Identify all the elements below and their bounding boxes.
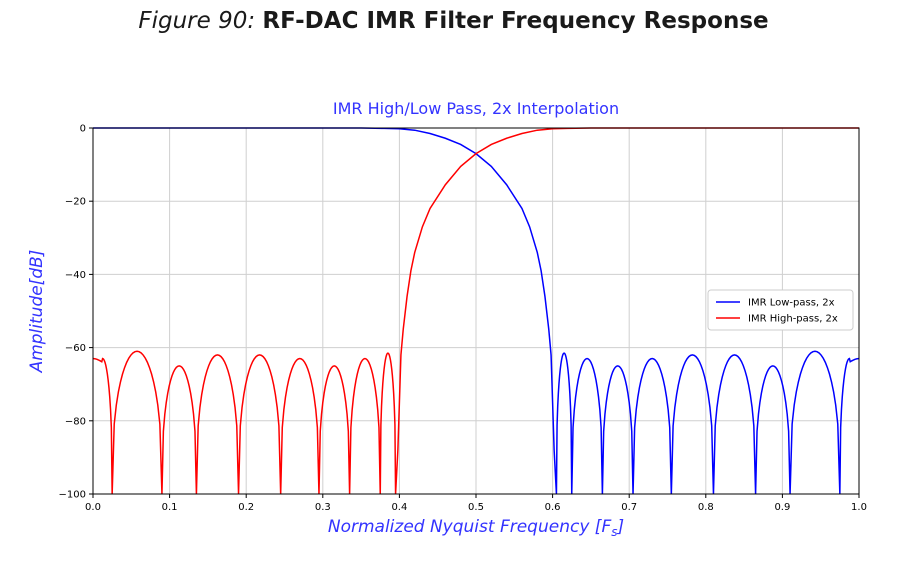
y-tick-label: −80 xyxy=(65,416,86,427)
x-tick-label: 0.7 xyxy=(621,502,637,513)
x-tick-label: 0.0 xyxy=(85,502,101,513)
y-tick-label: −60 xyxy=(65,343,86,354)
figure-label: Figure 90: xyxy=(138,8,256,34)
series-line-high-pass xyxy=(93,127,859,494)
x-tick-label: 0.1 xyxy=(162,502,178,513)
chart-title: IMR High/Low Pass, 2x Interpolation xyxy=(333,99,619,118)
legend-label: IMR Low-pass, 2x xyxy=(748,298,835,309)
series-line-low-pass xyxy=(93,127,859,494)
legend-label: IMR High-pass, 2x xyxy=(748,314,838,325)
x-axis-label: Normalized Nyquist Frequency [Fs] xyxy=(328,517,624,539)
figure-caption: Figure 90: RF-DAC IMR Filter Frequency R… xyxy=(0,8,907,34)
figure-title: RF-DAC IMR Filter Frequency Response xyxy=(262,8,769,34)
x-tick-label: 0.3 xyxy=(315,502,331,513)
x-tick-label: 0.8 xyxy=(698,502,714,513)
x-tick-label: 0.4 xyxy=(391,502,407,513)
y-tick-label: −100 xyxy=(59,490,86,501)
legend-box xyxy=(707,289,854,331)
x-tick-label: 0.6 xyxy=(545,502,561,513)
x-tick-label: 0.9 xyxy=(774,502,790,513)
y-tick-label: −20 xyxy=(65,197,86,208)
y-tick-label: 0 xyxy=(80,124,86,135)
x-tick-label: 1.0 xyxy=(851,502,867,513)
y-axis-label: Amplitude[dB] xyxy=(27,250,47,374)
x-tick-label: 0.2 xyxy=(238,502,254,513)
x-tick-label: 0.5 xyxy=(468,502,484,513)
y-tick-label: −40 xyxy=(65,270,86,281)
